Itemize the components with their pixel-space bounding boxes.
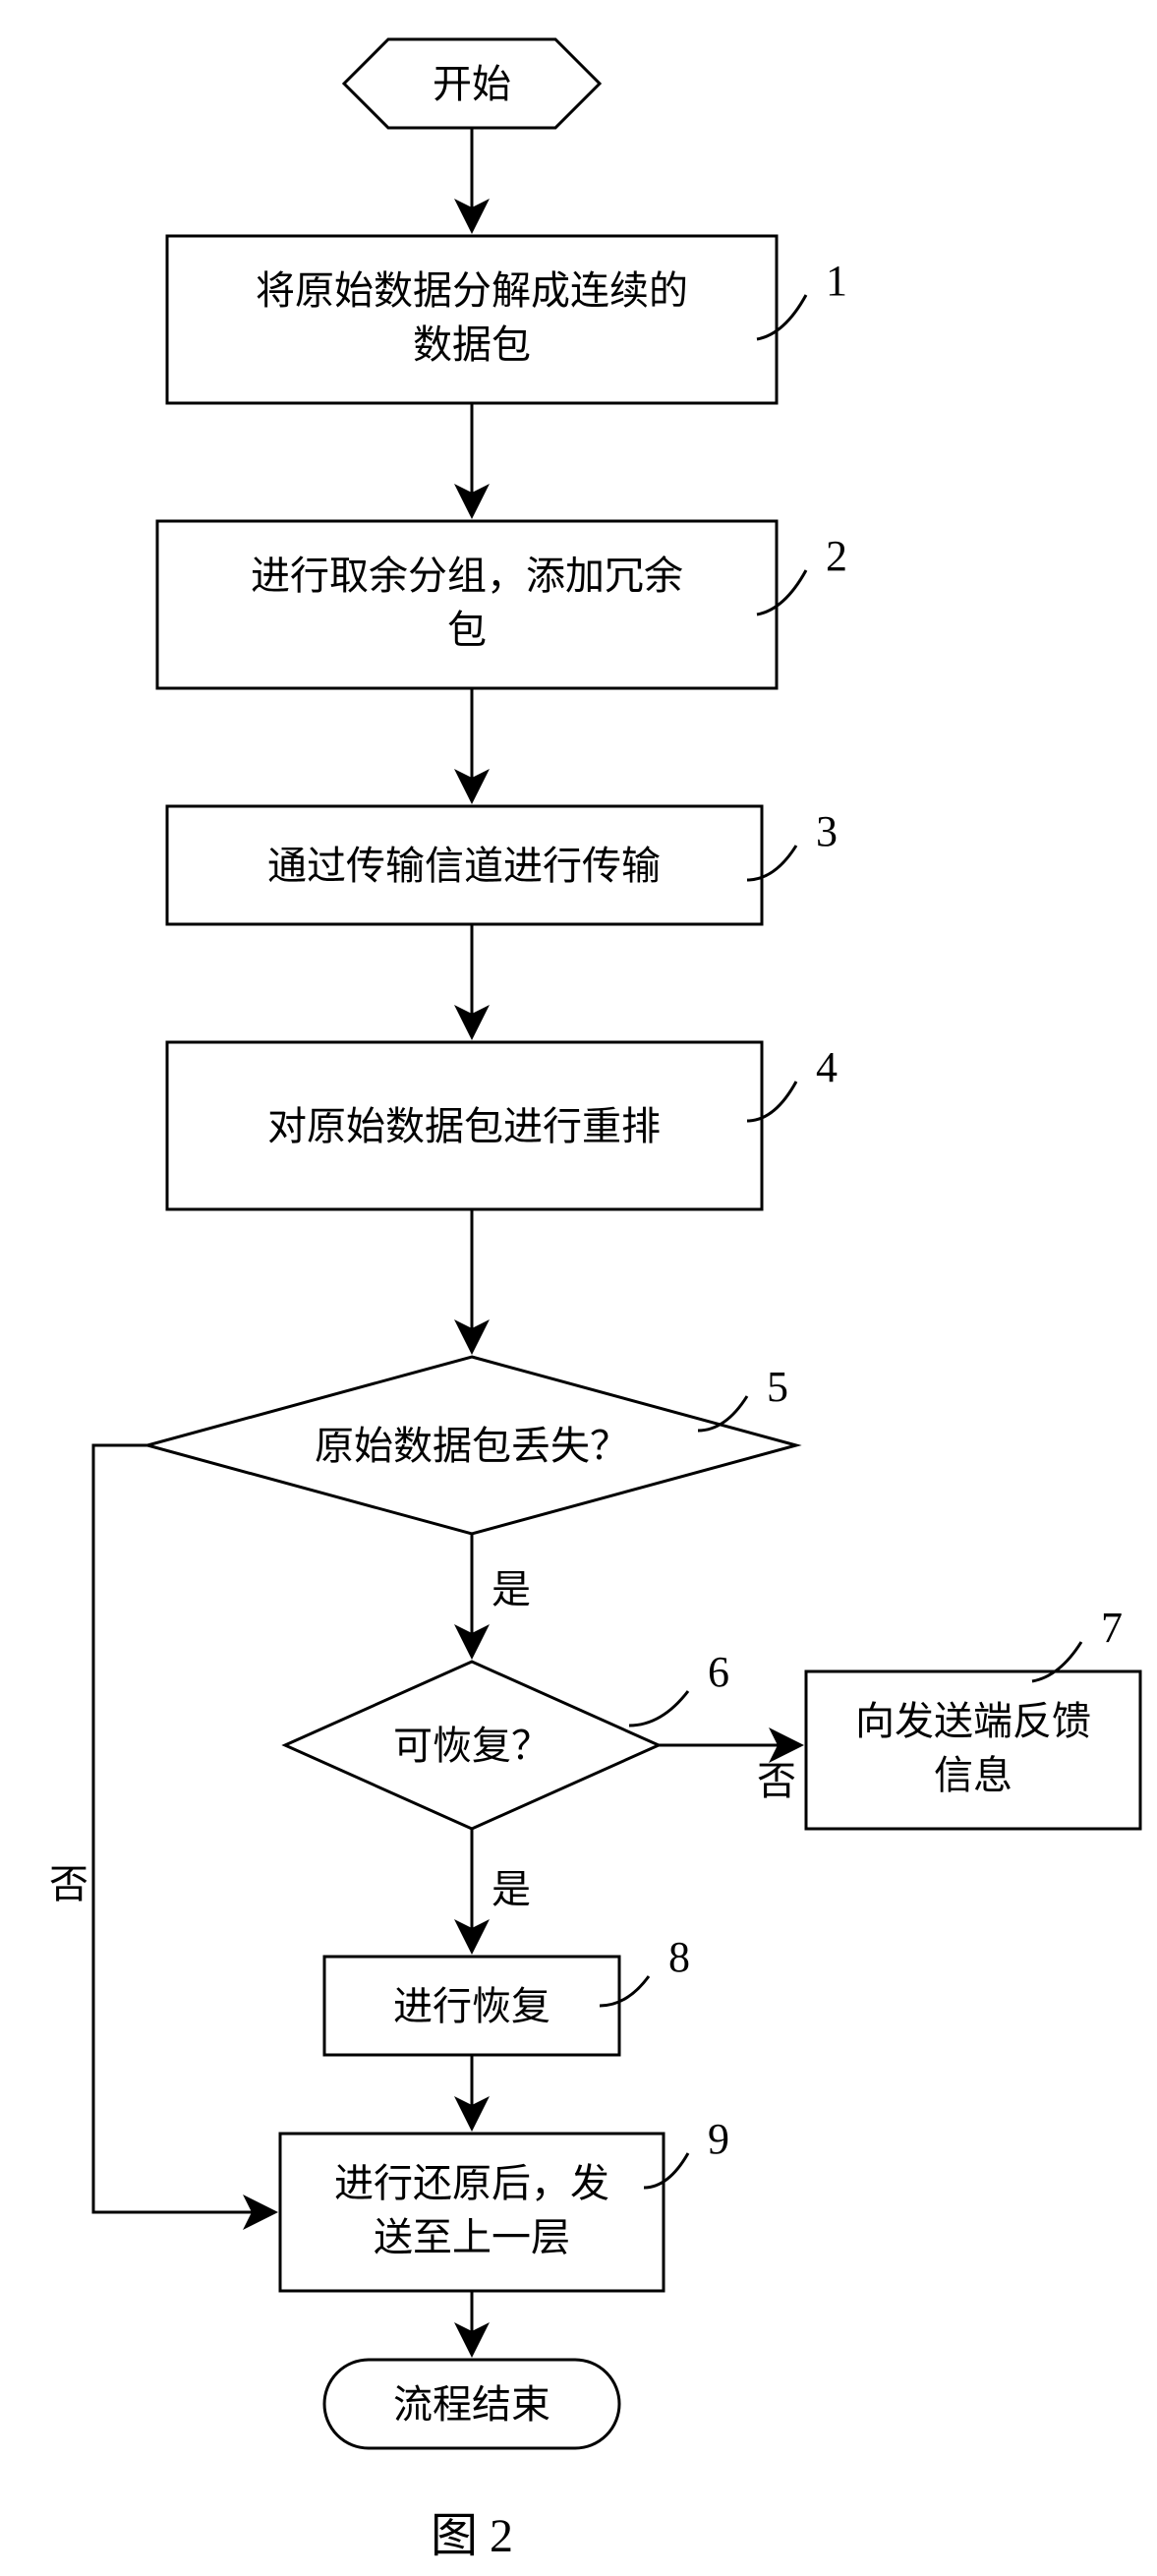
label-9: 9 [708, 2115, 729, 2163]
arrow-5no-9 [93, 1445, 275, 2212]
step7-box [806, 1671, 1140, 1829]
yes6-label: 是 [492, 1867, 531, 1911]
no6-label: 否 [757, 1759, 796, 1803]
step9-line2: 送至上一层 [374, 2215, 570, 2259]
flowchart-canvas: 开始 将原始数据分解成连续的 数据包 进行取余分组，添加冗余 包 通过传输信道进… [0, 0, 1157, 2576]
step1-line1: 将原始数据分解成连续的 [256, 268, 688, 313]
step2-box [157, 521, 777, 688]
start-text: 开始 [433, 62, 511, 106]
label-7: 7 [1101, 1604, 1123, 1652]
step7-line1: 向发送端反馈 [855, 1699, 1091, 1743]
leader-2 [757, 570, 806, 615]
end-text: 流程结束 [393, 2382, 550, 2427]
no5-label: 否 [49, 1862, 88, 1906]
label-2: 2 [826, 532, 847, 580]
leader-7 [1032, 1642, 1081, 1681]
dec6-text: 可恢复？ [393, 1724, 550, 1768]
step7-line2: 信息 [934, 1753, 1012, 1797]
step9-box [280, 2134, 664, 2291]
leader-3 [747, 846, 796, 880]
label-4: 4 [816, 1043, 838, 1091]
step8-text: 进行恢复 [393, 1984, 550, 2028]
leader-1 [757, 295, 806, 339]
label-1: 1 [826, 257, 847, 305]
step4-text: 对原始数据包进行重排 [267, 1104, 661, 1148]
yes5-label: 是 [492, 1567, 531, 1611]
figure-caption: 图 2 [431, 2510, 513, 2562]
dec5-text: 原始数据包丢失？ [315, 1424, 629, 1468]
leader-4 [747, 1082, 796, 1121]
leader-6 [629, 1691, 688, 1726]
label-6: 6 [708, 1648, 729, 1696]
label-5: 5 [767, 1363, 788, 1411]
step9-line1: 进行还原后，发 [334, 2161, 609, 2205]
step2-line2: 包 [447, 608, 487, 652]
leader-8 [600, 1976, 649, 2006]
step1-box [167, 236, 777, 403]
step3-text: 通过传输信道进行传输 [267, 844, 661, 888]
leader-9 [644, 2153, 688, 2188]
step1-line2: 数据包 [413, 322, 531, 367]
label-8: 8 [668, 1933, 690, 1981]
label-3: 3 [816, 807, 838, 855]
step2-line1: 进行取余分组，添加冗余 [251, 554, 683, 598]
